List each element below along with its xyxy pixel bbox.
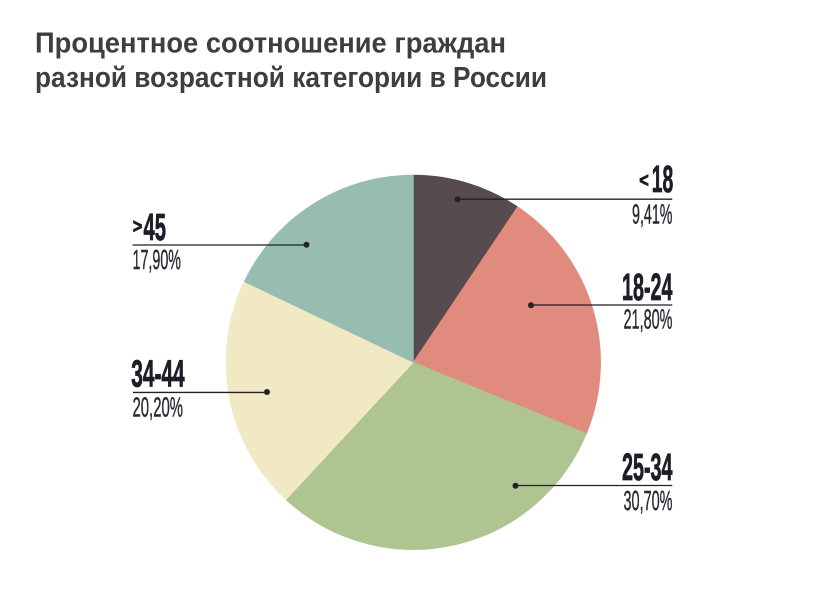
svg-text:45: 45 [144,206,167,248]
svg-text:20,20%: 20,20% [133,391,184,422]
svg-text:21,80%: 21,80% [624,304,673,335]
svg-text:разной возрастной категории в: разной возрастной категории в России [35,62,547,94]
svg-text:18-24: 18-24 [622,266,673,308]
svg-text:17,90%: 17,90% [133,244,182,275]
svg-text:18: 18 [652,158,674,200]
svg-text:Процентное соотношение граждан: Процентное соотношение граждан [35,28,506,60]
svg-text:9,41%: 9,41% [632,199,673,230]
svg-text:<: < [639,170,649,192]
svg-text:30,70%: 30,70% [624,485,673,516]
svg-text:34-44: 34-44 [131,352,185,394]
svg-text:>: > [133,216,143,238]
svg-text:25-34: 25-34 [622,446,673,488]
